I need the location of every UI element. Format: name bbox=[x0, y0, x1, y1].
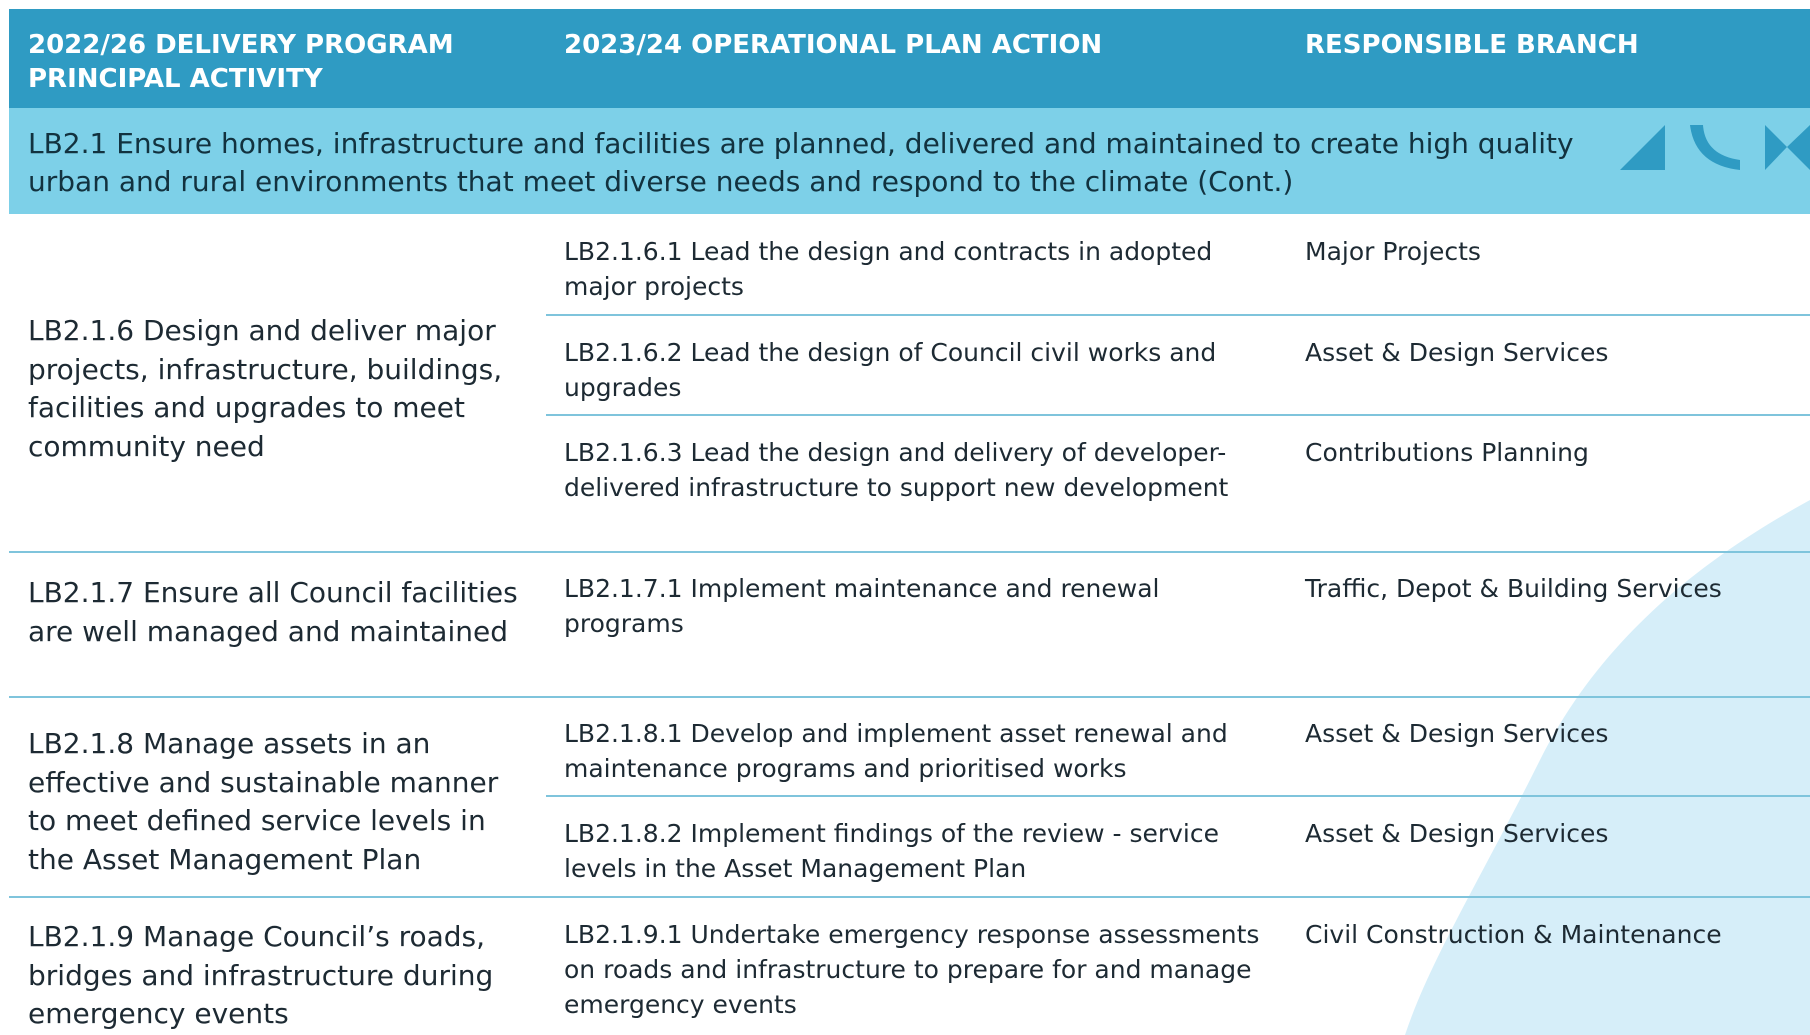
branch-text: Asset & Design Services bbox=[1305, 338, 1609, 367]
action-text: LB2.1.7.1 Implement maintenance and rene… bbox=[564, 574, 1160, 638]
section-bar bbox=[9, 108, 1810, 214]
row-divider bbox=[9, 551, 1810, 553]
row-divider bbox=[546, 414, 1810, 416]
activity-text: LB2.1.8 Manage assets in an effective an… bbox=[28, 727, 499, 876]
header-bar bbox=[9, 9, 1810, 108]
section-title: LB2.1 Ensure homes, infrastructure and f… bbox=[28, 127, 1574, 198]
action-text: LB2.1.8.1 Develop and implement asset re… bbox=[564, 719, 1228, 783]
row-divider bbox=[546, 795, 1810, 797]
row-divider bbox=[546, 314, 1810, 316]
action-text: LB2.1.6.1 Lead the design and contracts … bbox=[564, 237, 1213, 301]
row-divider bbox=[9, 696, 1810, 698]
column-header: RESPONSIBLE BRANCH bbox=[1305, 30, 1639, 60]
activity-text: LB2.1.9 Manage Council’s roads, bridges … bbox=[28, 920, 494, 1030]
branch-text: Asset & Design Services bbox=[1305, 819, 1609, 848]
action-text: LB2.1.8.2 Implement findings of the revi… bbox=[564, 819, 1219, 883]
section-icons bbox=[1620, 125, 1810, 170]
column-header: 2022/26 DELIVERY PROGRAM PRINCIPAL ACTIV… bbox=[28, 30, 454, 94]
branch-text: Major Projects bbox=[1305, 237, 1481, 266]
activity-text: LB2.1.6 Design and deliver major project… bbox=[28, 314, 503, 463]
action-text: LB2.1.6.2 Lead the design of Council civ… bbox=[564, 338, 1217, 402]
row-divider bbox=[9, 896, 1810, 898]
branch-text: Contributions Planning bbox=[1305, 438, 1589, 467]
branch-text: Civil Construction & Maintenance bbox=[1305, 920, 1722, 949]
column-header: 2023/24 OPERATIONAL PLAN ACTION bbox=[564, 30, 1103, 60]
action-text: LB2.1.6.3 Lead the design and delivery o… bbox=[564, 438, 1229, 502]
branch-text: Asset & Design Services bbox=[1305, 719, 1609, 748]
activity-text: LB2.1.7 Ensure all Council facilities ar… bbox=[28, 576, 518, 648]
branch-text: Traffic, Depot & Building Services bbox=[1305, 574, 1722, 603]
action-text: LB2.1.9.1 Undertake emergency response a… bbox=[564, 920, 1260, 1019]
